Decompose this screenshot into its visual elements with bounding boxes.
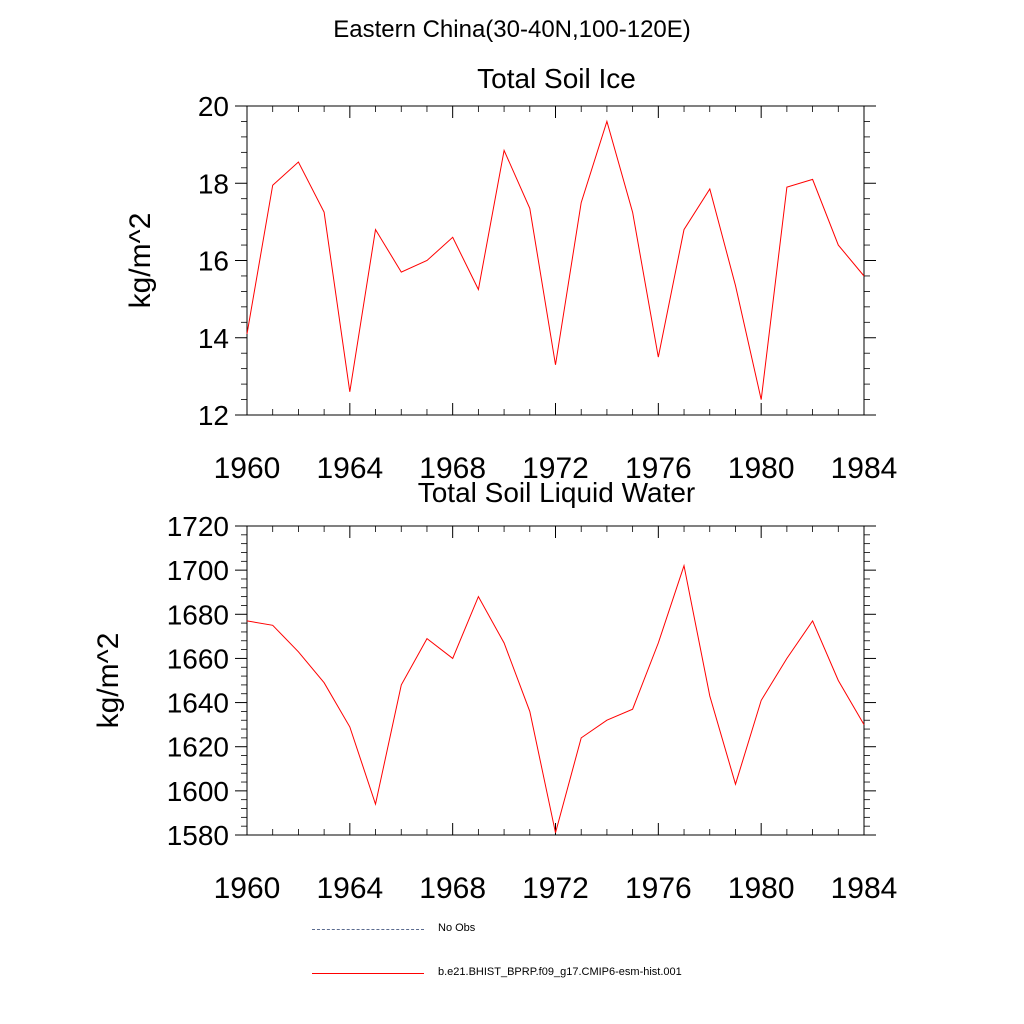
y-tick-label: 1680 [167,599,229,630]
y-tick-label: 1600 [167,776,229,807]
y-tick-label: 1660 [167,643,229,674]
y-tick-label: 1580 [167,820,229,851]
y-tick-label: 1620 [167,732,229,763]
legend-label: No Obs [438,922,476,934]
x-tick-label: 1976 [625,872,692,905]
x-tick-label: 1960 [214,452,281,485]
y-tick-label: 12 [198,400,229,431]
legend-label: b.e21.BHIST_BPRP.f09_g17.CMIP6-esm-hist.… [438,966,682,978]
x-tick-label: 1972 [522,872,589,905]
chart-panel-1: 1960 1964 1968 1972 1976 1980 1984 12 14 16 18 20 To… [124,63,897,485]
y-tick-label: 1700 [167,555,229,586]
y-tick-label: 1720 [167,511,229,542]
legend-item-no-obs: No Obs [312,920,732,940]
legend-line-solid [312,973,424,974]
chart-panel-2: 1960 1964 1968 1972 1976 1980 1984 1580 1600 1620… [92,477,897,905]
y-axis-label: kg/m^2 [124,213,157,309]
x-tick-label: 1984 [831,452,898,485]
x-tick-label: 1964 [316,452,383,485]
x-tick-label: 1980 [728,872,795,905]
x-tick-label: 1964 [316,872,383,905]
legend-item-model: b.e21.BHIST_BPRP.f09_g17.CMIP6-esm-hist.… [312,964,732,984]
y-tick-label: 18 [198,168,229,199]
x-tick-label: 1968 [419,872,486,905]
figure-title: Eastern China(30-40N,100-120E) [333,16,691,43]
series-line [246,119,865,400]
plot-frame [246,105,865,416]
chart-title: Total Soil Ice [477,63,636,94]
legend-line-dashed [312,929,424,930]
plot-frame [246,525,865,836]
x-tick-label: 1980 [728,452,795,485]
x-tick-label: 1984 [831,872,898,905]
y-tick-label: 1640 [167,688,229,719]
x-tick-label: 1960 [214,872,281,905]
y-tick-label: 14 [198,323,229,354]
y-tick-label: 16 [198,246,229,277]
y-tick-label: 20 [198,91,229,122]
y-axis-label: kg/m^2 [92,633,125,729]
chart-title: Total Soil Liquid Water [418,477,696,508]
x-tick-label: 1972 [522,452,589,485]
x-tick-label: 1976 [625,452,692,485]
series-line [246,563,865,833]
x-tick-label: 1968 [419,452,486,485]
